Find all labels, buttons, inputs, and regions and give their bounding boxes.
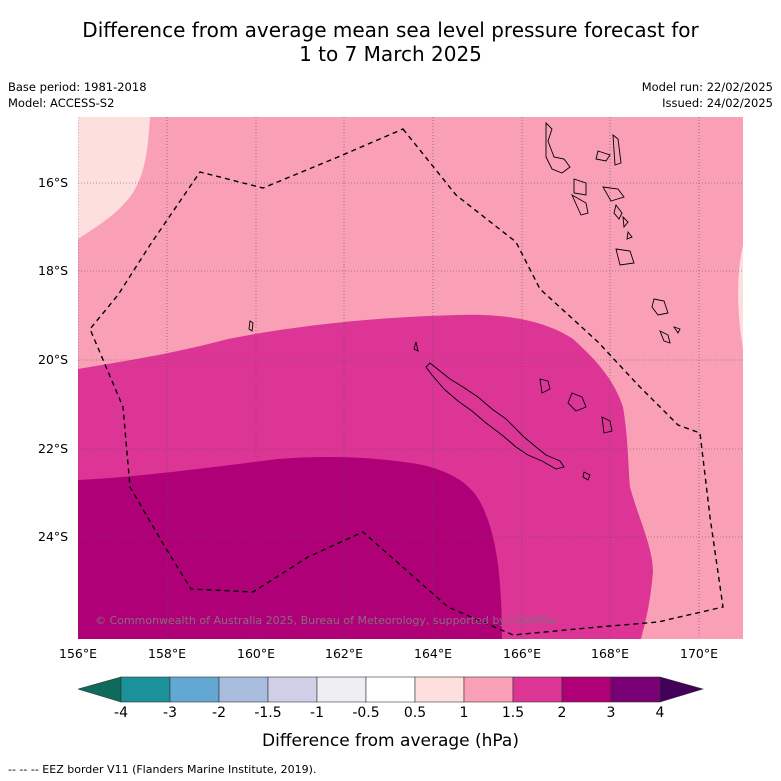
colorbar-title: Difference from average (hPa)	[262, 731, 519, 751]
colorbar-swatch	[463, 676, 514, 703]
colorbar-extend-low	[78, 676, 122, 703]
model-name: Model: ACCESS-S2	[8, 96, 115, 110]
colorbar-tick-label: 1	[459, 705, 469, 721]
colorbar-tick-label: 1.5	[501, 705, 525, 721]
title-line-1: Difference from average mean sea level p…	[82, 18, 699, 42]
zone-0.5-1-topleft	[78, 117, 150, 239]
lon-label-168e: 168°E	[590, 646, 630, 661]
gridlines	[78, 117, 743, 639]
eez-border	[89, 128, 724, 636]
colorbar-swatch	[512, 676, 563, 703]
issued-date: Issued: 24/02/2025	[662, 96, 773, 110]
colorbar-tick-label: 0.5	[403, 705, 427, 721]
lat-label-24s: 24°S	[38, 529, 69, 544]
pressure-map	[78, 117, 743, 639]
lat-label-18s: 18°S	[38, 263, 69, 278]
meta-left: Base period: 1981-2018 Model: ACCESS-S2	[8, 79, 147, 111]
meta-right: Model run: 22/02/2025 Issued: 24/02/2025	[642, 79, 773, 111]
colorbar-tick-label: -2	[212, 705, 226, 721]
lon-label-166e: 166°E	[502, 646, 542, 661]
title-line-2: 1 to 7 March 2025	[299, 42, 482, 66]
lon-label-158e: 158°E	[147, 646, 187, 661]
zone-2-3	[78, 457, 502, 639]
colorbar-swatch	[414, 676, 465, 703]
colorbar-swatch	[218, 676, 269, 703]
colorbar-swatch	[316, 676, 367, 703]
colorbar	[78, 676, 704, 703]
colorbar-tick-label: 2	[557, 705, 567, 721]
map-title: Difference from average mean sea level p…	[0, 18, 781, 66]
lon-label-162e: 162°E	[324, 646, 364, 661]
colorbar-swatch	[120, 676, 171, 703]
base-period: Base period: 1981-2018	[8, 80, 147, 94]
colorbar-tick-label: 4	[655, 705, 665, 721]
new-caledonia	[248, 320, 613, 481]
copyright-notice: © Commonwealth of Australia 2025, Bureau…	[95, 614, 559, 627]
lat-label-20s: 20°S	[38, 352, 69, 367]
colorbar-tick-label: -1	[310, 705, 324, 721]
lat-label-16s: 16°S	[38, 175, 69, 190]
colorbar-tick-label: -0.5	[352, 705, 380, 721]
colorbar-swatch	[169, 676, 220, 703]
colorbar-tick-label: -3	[163, 705, 177, 721]
lon-label-156e: 156°E	[58, 646, 98, 661]
colorbar-tick-label: 3	[606, 705, 616, 721]
lat-label-22s: 22°S	[38, 441, 69, 456]
colorbar-swatch	[561, 676, 612, 703]
colorbar-swatch	[267, 676, 318, 703]
lon-label-170e: 170°E	[679, 646, 719, 661]
lon-label-164e: 164°E	[413, 646, 453, 661]
vanuatu-islands	[545, 121, 681, 344]
lon-label-160e: 160°E	[236, 646, 276, 661]
eez-border-note: -- -- -- EEZ border V11 (Flanders Marine…	[8, 763, 317, 776]
colorbar-tick-label: -4	[114, 705, 128, 721]
colorbar-swatch	[365, 676, 416, 703]
colorbar-extend-high	[659, 676, 704, 703]
model-run: Model run: 22/02/2025	[641, 80, 773, 94]
colorbar-swatch	[610, 676, 661, 703]
colorbar-tick-label: -1.5	[254, 705, 282, 721]
